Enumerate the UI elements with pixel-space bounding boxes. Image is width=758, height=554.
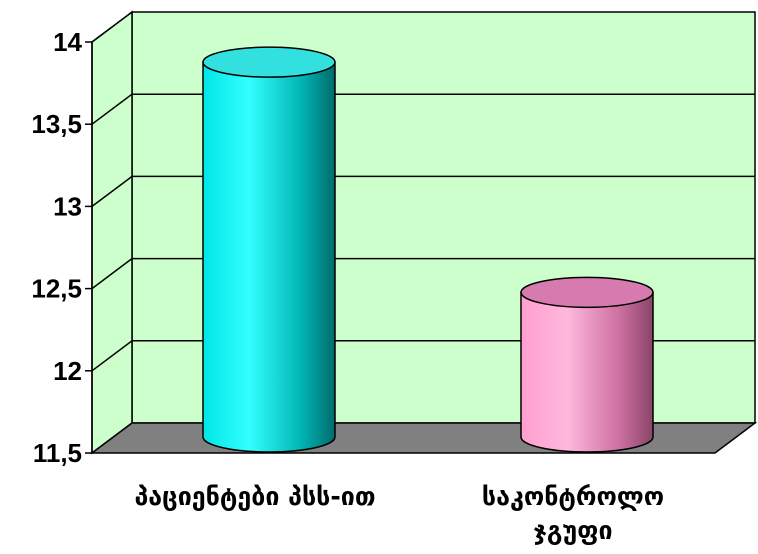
y-tick-label: 13	[53, 191, 82, 221]
bars	[202, 46, 654, 453]
y-axis: 11,5 12 12,5 13 13,5 14	[31, 27, 93, 468]
plot-side-wall	[91, 10, 133, 455]
y-tick-label: 12,5	[31, 274, 82, 304]
x-category-label: საკონტროლო ჯგუფი	[482, 482, 664, 545]
gridline-side	[91, 340, 133, 372]
x-category-label: პაციენტები პსს-ით	[134, 482, 375, 511]
plot-floor	[89, 422, 758, 454]
bar-2	[520, 276, 654, 453]
bar-1	[202, 46, 336, 453]
bar-top	[520, 276, 654, 309]
y-tick-label: 13,5	[31, 109, 82, 139]
bar-body	[202, 61, 336, 453]
y-tick-label: 14	[53, 27, 82, 57]
gridline-side	[91, 175, 133, 207]
bar-top	[202, 46, 336, 78]
gridline-side	[91, 258, 133, 290]
gridline-side	[91, 93, 133, 125]
y-tick-label: 11,5	[33, 438, 82, 468]
bar-body	[520, 291, 654, 453]
y-tick-label: 12	[53, 356, 82, 386]
gridline-side	[91, 11, 133, 43]
x-axis: პაციენტები პსს-ით საკონტროლო ჯგუფი	[134, 482, 664, 545]
